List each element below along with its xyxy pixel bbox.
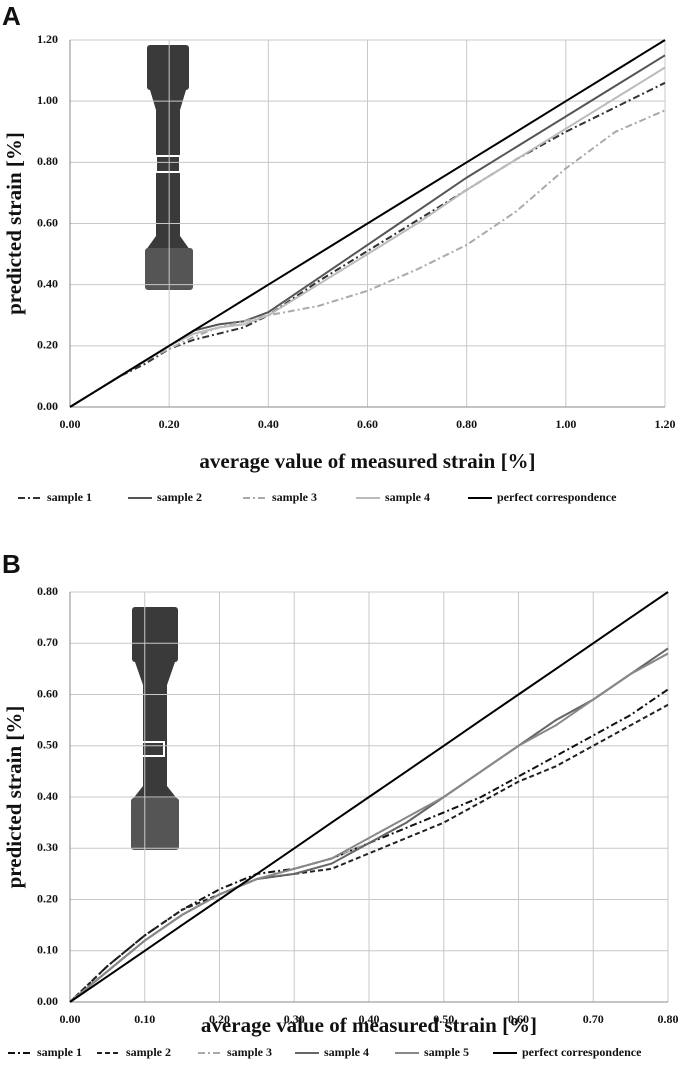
x-tick-label: 1.00 xyxy=(555,417,576,431)
x-tick-label: 0.80 xyxy=(658,1012,679,1026)
chart-panel: A 0.00 0.20 0.40 0.60 0.80 1.00 1.20 0.00 0.20 0.4… xyxy=(2,1,676,504)
legend-label: sample 2 xyxy=(126,1045,171,1059)
series-line xyxy=(69,703,669,1003)
panel-label: B xyxy=(2,549,21,579)
legend-label: sample 1 xyxy=(47,490,92,504)
y-tick-label: 0.60 xyxy=(37,686,58,700)
y-tick-label: 1.20 xyxy=(37,32,58,46)
y-tick-label: 0.60 xyxy=(37,215,58,229)
y-tick-label: 0.40 xyxy=(37,789,58,803)
x-tick-label: 0.80 xyxy=(456,417,477,431)
y-tick-label: 1.00 xyxy=(37,93,58,107)
y-tick-label: 0.00 xyxy=(37,994,58,1008)
legend-label: sample 1 xyxy=(37,1045,82,1059)
chart-panel: B 0.00 0.10 0.20 0.30 0.40 0.50 0.60 0.70 0.80 0.0… xyxy=(2,549,679,1059)
series-line xyxy=(69,39,666,408)
y-tick-label: 0.70 xyxy=(37,635,58,649)
legend-label: sample 4 xyxy=(385,490,430,504)
x-tick-label: 0.40 xyxy=(359,1012,380,1026)
y-tick-label: 0.30 xyxy=(37,840,58,854)
y-tick-label: 0.00 xyxy=(37,399,58,413)
x-tick-label: 0.20 xyxy=(159,417,180,431)
legend-label: sample 3 xyxy=(227,1045,272,1059)
y-tick-label: 0.50 xyxy=(37,738,58,752)
x-tick-label: 0.10 xyxy=(134,1012,155,1026)
y-tick-label: 0.10 xyxy=(37,943,58,957)
y-tick-label: 0.20 xyxy=(37,338,58,352)
y-tick-label: 0.40 xyxy=(37,276,58,290)
specimen-photo xyxy=(145,45,193,290)
x-tick-label: 0.70 xyxy=(583,1012,604,1026)
x-tick-label: 0.00 xyxy=(60,1012,81,1026)
x-tick-label: 0.00 xyxy=(60,417,81,431)
x-axis-label: average value of measured strain [%] xyxy=(201,1013,537,1037)
legend-label: sample 2 xyxy=(157,490,202,504)
x-tick-label: 0.40 xyxy=(258,417,279,431)
x-tick-label: 0.60 xyxy=(508,1012,529,1026)
legend-label: perfect correspondence xyxy=(497,490,617,504)
x-tick-label: 0.20 xyxy=(209,1012,230,1026)
y-tick-label: 0.20 xyxy=(37,891,58,905)
x-tick-label: 0.30 xyxy=(284,1012,305,1026)
y-axis-label: predicted strain [%] xyxy=(2,132,26,315)
legend-label: sample 5 xyxy=(424,1045,469,1059)
series-line xyxy=(69,652,669,1003)
y-tick-label: 0.80 xyxy=(37,584,58,598)
x-tick-label: 0.60 xyxy=(357,417,378,431)
legend-label: perfect correspondence xyxy=(522,1045,642,1059)
y-axis-label: predicted strain [%] xyxy=(2,706,26,889)
x-tick-label: 0.50 xyxy=(433,1012,454,1026)
x-tick-label: 1.20 xyxy=(655,417,676,431)
legend-label: sample 4 xyxy=(324,1045,369,1059)
legend-label: sample 3 xyxy=(272,490,317,504)
series-line xyxy=(69,591,669,1003)
x-axis-label: average value of measured strain [%] xyxy=(199,449,535,473)
panel-label: A xyxy=(2,1,21,31)
y-tick-label: 0.80 xyxy=(37,154,58,168)
